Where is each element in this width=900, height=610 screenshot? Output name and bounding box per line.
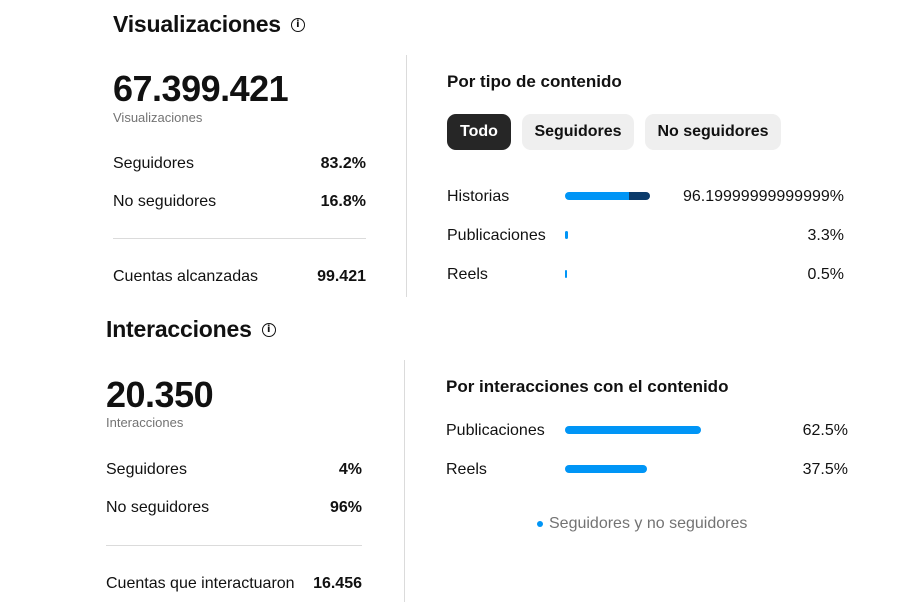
content-interactions-percent: 37.5% [802,461,848,478]
content-type-percent: 3.3% [807,227,844,244]
views-accounts-label: Cuentas alcanzadas [113,268,258,285]
content-type-label: Historias [447,188,510,205]
interactions-total-label: Interacciones [106,415,184,430]
divider [106,545,362,546]
info-icon[interactable]: i [261,322,276,337]
interactions-title: Interacciones [106,316,252,342]
bar-followers-segment [565,192,629,200]
content-type-bar [565,231,568,239]
content-type-bar [565,270,567,278]
views-total: 67.399.421 [113,68,289,109]
content-type-bar [565,192,650,200]
info-icon[interactable]: i [290,17,305,32]
content-type-percent: 0.5% [807,266,844,283]
views-total-label: Visualizaciones [113,110,203,125]
views-non-followers-value: 16.8% [320,193,366,210]
filter-followers-button[interactable]: Seguidores [522,114,634,150]
vertical-divider [406,55,407,297]
content-type-title: Por tipo de contenido [447,72,622,91]
divider [113,238,366,239]
views-non-followers-label: No seguidores [113,193,217,210]
legend: Seguidores y no seguidores [537,515,747,533]
content-interactions-bar [565,426,701,434]
interactions-non-followers-label: No seguidores [106,499,210,516]
vertical-divider [404,360,405,602]
content-type-label: Reels [447,266,488,283]
filter-all-button[interactable]: Todo [447,114,511,150]
views-followers-value: 83.2% [320,155,366,172]
views-accounts-value: 99.421 [317,268,366,285]
content-interactions-bar [565,465,647,473]
legend-label: Seguidores y no seguidores [549,515,748,532]
content-type-label: Publicaciones [447,227,546,244]
interactions-non-followers-value: 96% [329,499,362,516]
content-interactions-percent: 62.5% [802,422,848,439]
content-interactions-label: Publicaciones [446,422,545,439]
bar-non-followers-segment [628,192,650,200]
content-interactions-title: Por interacciones con el contenido [446,377,729,396]
content-interactions-label: Reels [446,461,487,478]
legend-dot [537,521,543,527]
interactions-accounts-label: Cuentas que interactuaron [106,575,295,592]
filter-non-followers-button[interactable]: No seguidores [645,114,781,150]
bar-followers-segment [565,270,567,278]
views-followers-label: Seguidores [113,155,194,172]
bar-followers-segment [565,231,568,239]
views-title: Visualizaciones [113,11,281,37]
filter-tabs: Todo Seguidores No seguidores [447,114,781,150]
content-type-percent: 96.19999999999999% [682,188,844,205]
interactions-followers-value: 4% [338,461,362,478]
interactions-accounts-value: 16.456 [313,575,362,592]
interactions-total: 20.350 [106,374,214,415]
interactions-followers-label: Seguidores [106,461,187,478]
